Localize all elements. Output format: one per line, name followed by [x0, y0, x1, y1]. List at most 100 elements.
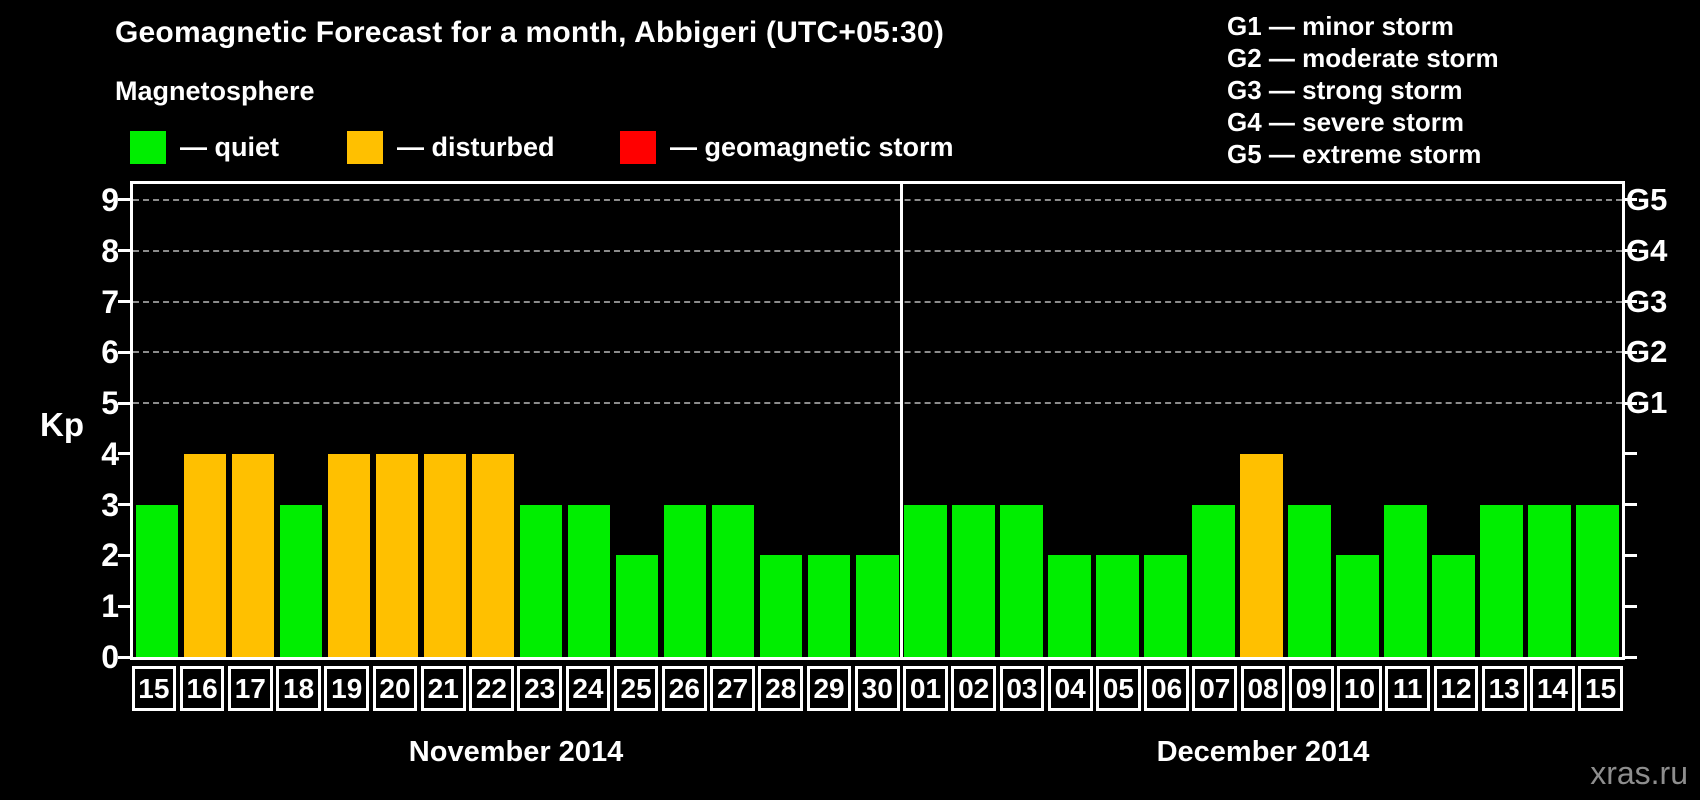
legend-swatch-quiet-icon: [130, 130, 166, 164]
date-cell: 28: [758, 666, 804, 711]
date-cell: 15: [131, 666, 177, 711]
x-axis-date-row: 15 16 17 18 19 20 21 22 23 24 25 26 27 28 29 30 01 02 03 04…: [130, 666, 1625, 714]
date-cell: 01: [903, 666, 948, 711]
storm-scale-line-g2: G2 — moderate storm: [1227, 43, 1499, 73]
date-cell: 19: [324, 666, 370, 711]
date-cell: 11: [1385, 666, 1431, 711]
kp-bar-quiet: [1480, 504, 1523, 657]
kp-bar-quiet: [1432, 555, 1475, 657]
plot-area: 0 1 2 3 4 5 6 7 8 9 G5 G4 G3 G2 G1: [101, 181, 1667, 675]
gridline-kp8: [133, 249, 1622, 252]
y-axis-label-7: 7: [101, 283, 119, 320]
kp-bar-quiet: [1192, 504, 1235, 657]
date-cell: 13: [1481, 666, 1527, 711]
legend-swatch-storm-icon: [620, 130, 656, 164]
kp-bar-quiet: [279, 504, 323, 657]
date-cell: 05: [1096, 666, 1141, 711]
kp-bar-disturbed: [423, 453, 467, 657]
y-axis-tick-left: [118, 401, 131, 405]
month-label-december: December 2014: [1156, 736, 1370, 768]
date-cell: 10: [1337, 666, 1382, 711]
month-label-november: November 2014: [408, 736, 624, 768]
date-cell: 09: [1288, 666, 1334, 711]
kp-bar-disturbed: [231, 453, 275, 657]
gridline-kp5: [133, 402, 1622, 405]
y-axis-label-8: 8: [101, 232, 119, 269]
y-axis-label-1: 1: [101, 588, 119, 625]
y-axis-tick-left: [118, 350, 131, 354]
y-axis-label-3: 3: [101, 486, 119, 523]
date-cell: 12: [1433, 666, 1479, 711]
right-axis-label-g2: G2: [1626, 334, 1668, 370]
watermark: xras.ru: [1590, 755, 1688, 791]
date-cell: 06: [1144, 666, 1189, 711]
date-cell: 14: [1530, 666, 1575, 711]
right-axis-label-g5: G5: [1626, 181, 1668, 217]
kp-bar-quiet: [807, 555, 851, 657]
kp-bar-quiet: [711, 504, 755, 657]
right-axis-label-g3: G3: [1626, 283, 1668, 319]
y-axis-tick-left: [118, 198, 131, 202]
y-axis-tick-right: [1624, 401, 1637, 405]
y-axis-tick-left: [118, 604, 131, 608]
y-axis-label-5: 5: [101, 385, 119, 422]
y-axis-tick-right: [1624, 300, 1637, 304]
kp-bar-quiet: [952, 504, 995, 657]
right-axis-label-g4: G4: [1626, 232, 1668, 268]
y-axis-tick-left: [118, 553, 131, 557]
legend-item-disturbed: — disturbed: [347, 128, 555, 166]
y-axis-tick-right: [1624, 655, 1637, 659]
date-cell: 22: [469, 666, 514, 711]
y-axis-tick-right: [1624, 553, 1637, 557]
kp-bar-quiet: [1000, 504, 1043, 657]
date-cell: 15: [1578, 666, 1623, 711]
kp-bar-disturbed: [327, 453, 371, 657]
kp-bar-disturbed: [1240, 453, 1283, 657]
kp-bar-quiet: [1336, 555, 1379, 657]
date-cell: 21: [420, 666, 466, 711]
kp-bar-quiet: [1048, 555, 1091, 657]
magnetosphere-legend-heading: Magnetosphere: [115, 76, 315, 106]
y-axis-label-6: 6: [101, 334, 119, 371]
y-axis-tick-left: [118, 249, 131, 253]
kp-bar-quiet: [759, 555, 803, 657]
storm-scale-line-g1: G1 — minor storm: [1227, 11, 1454, 41]
storm-scale-line-g5: G5 — extreme storm: [1227, 139, 1482, 169]
storm-scale-line-g3: G3 — strong storm: [1227, 75, 1463, 105]
y-axis-tick-right: [1624, 198, 1637, 202]
date-cell: 16: [179, 666, 225, 711]
storm-scale-legend: G1 — minor storm G2 — moderate storm G3 — …: [1227, 10, 1499, 170]
kp-bar-quiet: [1144, 555, 1187, 657]
date-cell: 23: [517, 666, 563, 711]
gridline-kp7: [133, 300, 1622, 303]
y-axis-tick-left: [118, 300, 131, 304]
date-cell: 24: [565, 666, 611, 711]
y-axis-tick-left: [118, 655, 131, 659]
kp-bar-quiet: [567, 504, 611, 657]
y-axis-label-0: 0: [101, 639, 119, 675]
kp-bar-quiet: [519, 504, 563, 657]
legend-swatch-disturbed-icon: [347, 130, 383, 164]
kp-bar-disturbed: [471, 453, 515, 657]
y-axis-label-2: 2: [101, 537, 119, 574]
kp-bar-disturbed: [375, 453, 419, 657]
kp-bar-quiet: [663, 504, 707, 657]
date-cell: 27: [710, 666, 755, 711]
kp-bar-quiet: [1384, 504, 1427, 657]
date-cell: 25: [613, 666, 659, 711]
chart-title: Geomagnetic Forecast for a month, Abbige…: [115, 16, 945, 49]
month-divider-line: [900, 184, 904, 657]
date-cell: 07: [1192, 666, 1238, 711]
y-axis-tick-right: [1624, 604, 1637, 608]
legend-label-storm: — geomagnetic storm: [670, 131, 954, 162]
right-axis-label-g1: G1: [1626, 385, 1668, 421]
gridline-kp9: [133, 198, 1622, 201]
date-cell: 29: [806, 666, 852, 711]
y-axis-label-9: 9: [101, 181, 119, 218]
kp-bar-quiet: [615, 555, 659, 657]
y-axis-tick-left: [118, 452, 131, 456]
y-axis-tick-right: [1624, 249, 1637, 253]
y-axis-tick-right: [1624, 350, 1637, 354]
date-cell: 30: [854, 666, 900, 711]
